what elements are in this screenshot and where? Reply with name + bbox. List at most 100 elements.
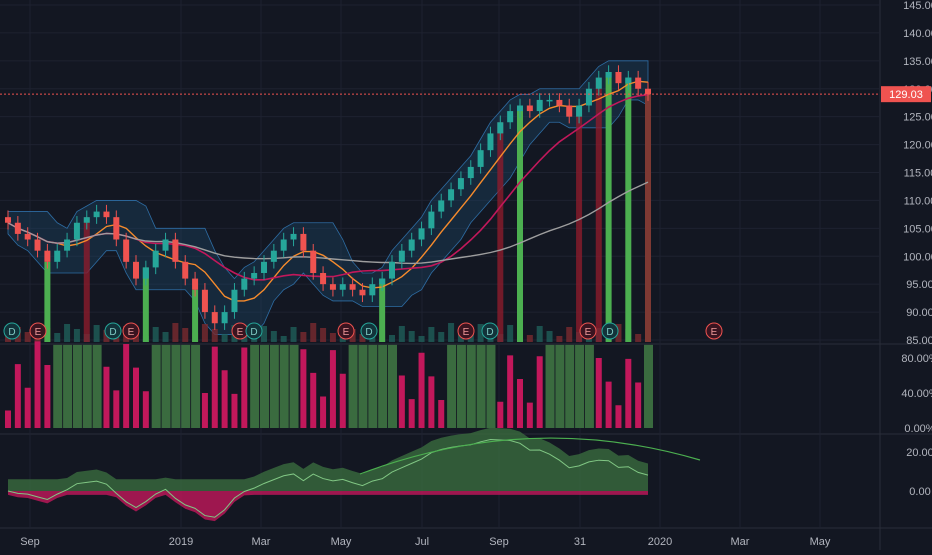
dividend-marker[interactable] [104, 322, 122, 340]
volume-bar [5, 336, 11, 342]
earnings-marker[interactable] [29, 322, 47, 340]
candle-body [448, 189, 455, 201]
volume-bar [64, 324, 71, 342]
candle-body [428, 211, 435, 229]
dividend-marker[interactable] [360, 322, 378, 340]
candle-body [211, 312, 218, 324]
candle-body [645, 88, 651, 95]
percent-bar [142, 391, 149, 428]
percent-area [171, 344, 181, 428]
percent-area [260, 344, 269, 428]
osc-tick-label: 0.00 [909, 486, 930, 498]
volume-bar [389, 335, 395, 342]
candle-body [142, 267, 149, 279]
candle-body [24, 233, 31, 240]
candle-body [310, 250, 317, 273]
candle-body [517, 105, 523, 112]
percent-bar [113, 390, 120, 428]
highlight-bar-green [605, 72, 612, 342]
candle-body [526, 105, 533, 112]
time-tick-label: May [810, 536, 831, 548]
osc-positive-area [8, 427, 648, 491]
candle-body [389, 261, 395, 279]
candle-body [467, 166, 474, 179]
volume-bar [320, 328, 327, 342]
dividend-marker[interactable] [481, 322, 499, 340]
candle-body [477, 150, 484, 167]
candle-body [162, 239, 169, 251]
osc-arc [359, 437, 701, 475]
volume-bar [270, 331, 277, 342]
candle-body [280, 239, 287, 251]
candle-body [290, 233, 297, 240]
candle-body [595, 77, 602, 89]
candle-body [457, 178, 464, 190]
candle-body [192, 278, 199, 290]
volume-bar [526, 335, 533, 342]
price-tick-label: 100.00 [903, 251, 932, 263]
time-tick-label: 2020 [648, 536, 672, 548]
volume-bar [280, 336, 287, 342]
candle-body [34, 239, 41, 251]
volume-bar [172, 323, 179, 342]
price-tick-label: 145.00 [903, 0, 932, 12]
volume-bar [261, 326, 267, 342]
volume-bar [408, 331, 415, 342]
candle-body [369, 284, 376, 296]
volume-bar [221, 334, 228, 342]
candle-body [320, 273, 327, 285]
earnings-marker[interactable] [579, 322, 597, 340]
candle-body [44, 250, 51, 262]
candle-body [73, 222, 80, 240]
candle-body [566, 105, 573, 117]
earnings-marker[interactable] [457, 322, 475, 340]
price-tick-label: 135.00 [903, 56, 932, 68]
percent-bar [320, 396, 327, 428]
percent-area [584, 344, 594, 428]
percent-area [82, 344, 92, 428]
dividend-marker[interactable] [245, 322, 263, 340]
earnings-marker[interactable] [705, 322, 723, 340]
percent-bar [615, 405, 622, 428]
time-tick-label: Sep [489, 536, 509, 548]
percent-bar [329, 350, 336, 428]
volume-bar [507, 325, 514, 342]
candle-body [123, 239, 130, 262]
percent-bar [310, 372, 317, 428]
candle-body [615, 72, 622, 84]
percent-area [151, 344, 161, 428]
percent-bar [605, 381, 612, 428]
earnings-marker[interactable] [122, 322, 140, 340]
percent-area [486, 344, 496, 428]
percent-area [250, 344, 260, 428]
percent-bar [428, 376, 435, 428]
earnings-marker[interactable] [337, 322, 355, 340]
price-tick-label: 140.00 [903, 28, 932, 40]
percent-bar [536, 356, 543, 428]
dividend-marker[interactable] [601, 322, 619, 340]
candle-body [546, 99, 553, 102]
candle-body [5, 217, 11, 223]
highlight-bar-green [44, 261, 51, 342]
event-marker-label: E [585, 327, 592, 338]
candle-body [54, 250, 61, 262]
percent-area [388, 344, 397, 428]
volume-bar [73, 329, 80, 342]
dividend-marker[interactable] [3, 322, 21, 340]
last-price-label: 129.03 [889, 89, 923, 101]
oscillator-pane [7, 427, 701, 522]
time-tick-label: Mar [252, 536, 271, 548]
percent-area [348, 344, 358, 428]
volume-bar [310, 323, 317, 342]
volume-bar [300, 332, 307, 342]
percent-bar [211, 346, 218, 428]
percent-bar [14, 364, 21, 428]
candle-body [270, 250, 277, 262]
time-tick-label: Sep [20, 536, 40, 548]
percent-bar [241, 347, 248, 428]
candle-body [359, 289, 366, 296]
